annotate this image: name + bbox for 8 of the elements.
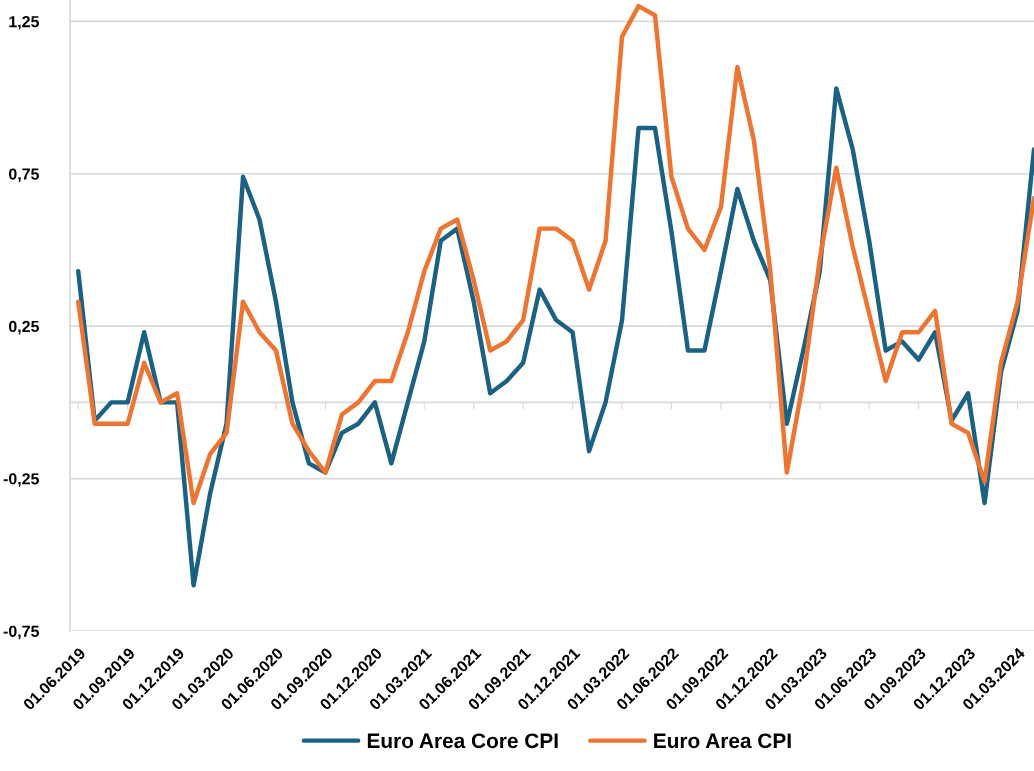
y-tick-label: 0,75 [8,168,39,183]
line-series [76,3,1034,506]
y-tick-label: 0,25 [8,320,39,335]
y-tick-label: 1,25 [9,15,39,30]
y-tick-label: -0,25 [3,473,39,487]
legend-label: Euro Area Core CPI [367,733,558,749]
y-tick-label: -0,75 [3,625,39,640]
legend-label: Euro Area CPI [654,733,791,749]
